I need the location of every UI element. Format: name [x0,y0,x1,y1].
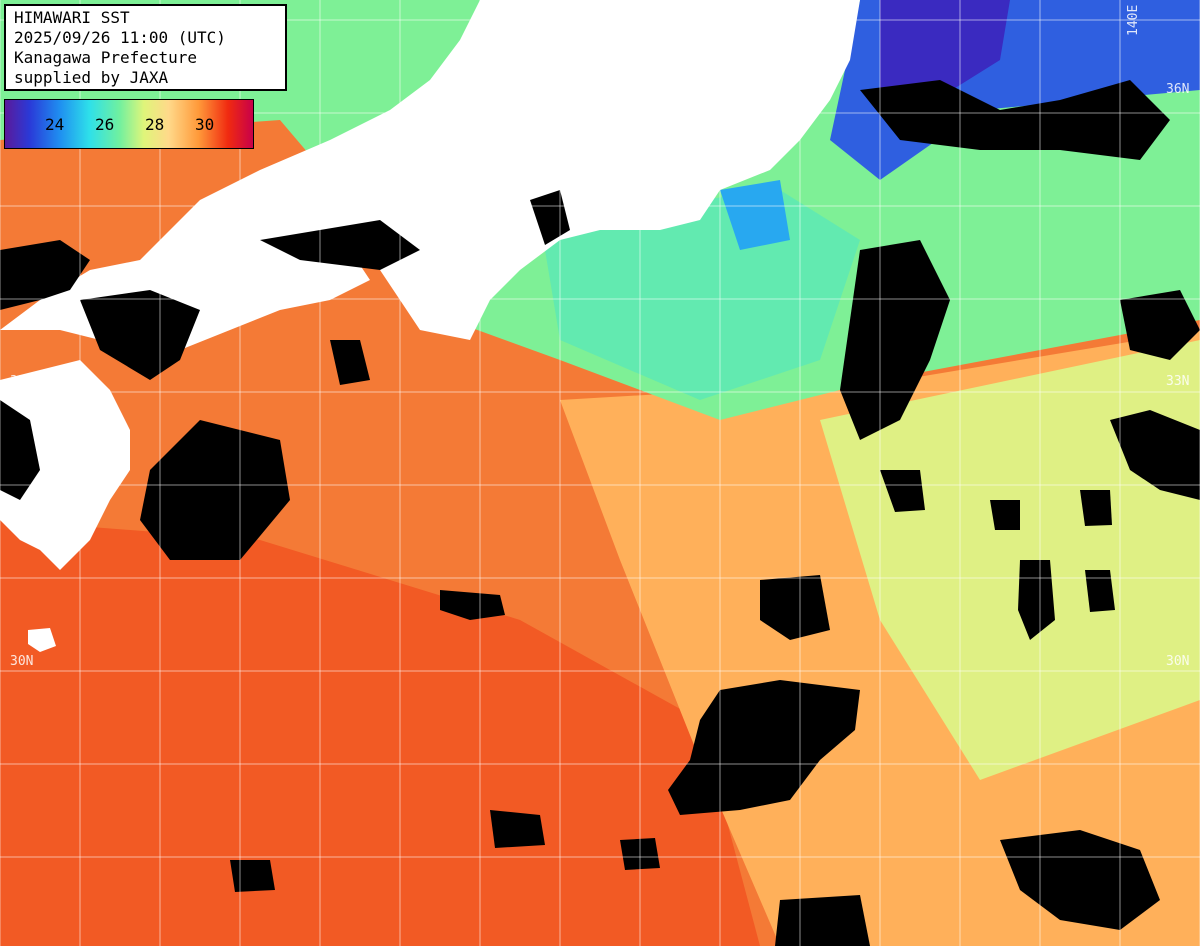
cloud-mask [440,590,505,620]
cloud-mask [1018,560,1055,640]
scale-tick-label: 26 [95,115,115,134]
cloud-mask [330,340,370,385]
cloud-mask [490,810,545,848]
cloud-mask [1080,490,1112,526]
cloud-mask [0,240,90,310]
cloud-mask [1120,290,1200,360]
cloud-mask [860,80,1170,160]
lon-label: 136E [484,4,499,36]
lat-label-right: 33N [1166,374,1190,389]
cloud-mask [840,240,950,440]
cloud-mask [1085,570,1115,612]
sea-east-yellow [820,340,1200,780]
sea-blue-bay [720,180,790,250]
lat-label-left: 33N [10,374,34,389]
cloud-mask [880,470,925,512]
cloud-mask [1110,410,1200,500]
cloud-mask [990,500,1020,530]
cloud-mask [260,220,420,270]
cloud-mask [230,860,275,892]
cloud-mask [0,400,40,500]
provider-prefecture: Kanagawa Prefecture [14,48,198,67]
sea-cyan-patch [540,190,860,400]
sea-coldest-patch [880,0,1010,110]
scale-tick-label: 30 [195,115,215,134]
sea-hot-core [0,520,760,946]
lat-label-left: 30N [10,654,34,669]
lat-label-right: 30N [1166,654,1190,669]
lat-label-top-right: 36N [1166,82,1190,97]
map-info-box: HIMAWARI SST 2025/09/26 11:00 (UTC) Kana… [4,4,287,91]
lon-label: 140E [1126,4,1141,36]
cloud-mask [140,420,290,560]
temperature-scale-bar: 24 26 28 30 [4,99,254,149]
cloud-mask [760,575,830,640]
cloud-mask [775,895,870,946]
data-credit: supplied by JAXA [14,68,169,87]
scale-tick-label: 28 [145,115,165,134]
kyushu-land [0,360,130,570]
cloud-mask [80,290,200,380]
cloud-mask [668,680,860,815]
scale-tick-label: 24 [45,115,65,134]
observation-datetime: 2025/09/26 11:00 (UTC) [14,28,226,47]
product-title: HIMAWARI SST [14,8,130,27]
island-land [28,628,56,652]
